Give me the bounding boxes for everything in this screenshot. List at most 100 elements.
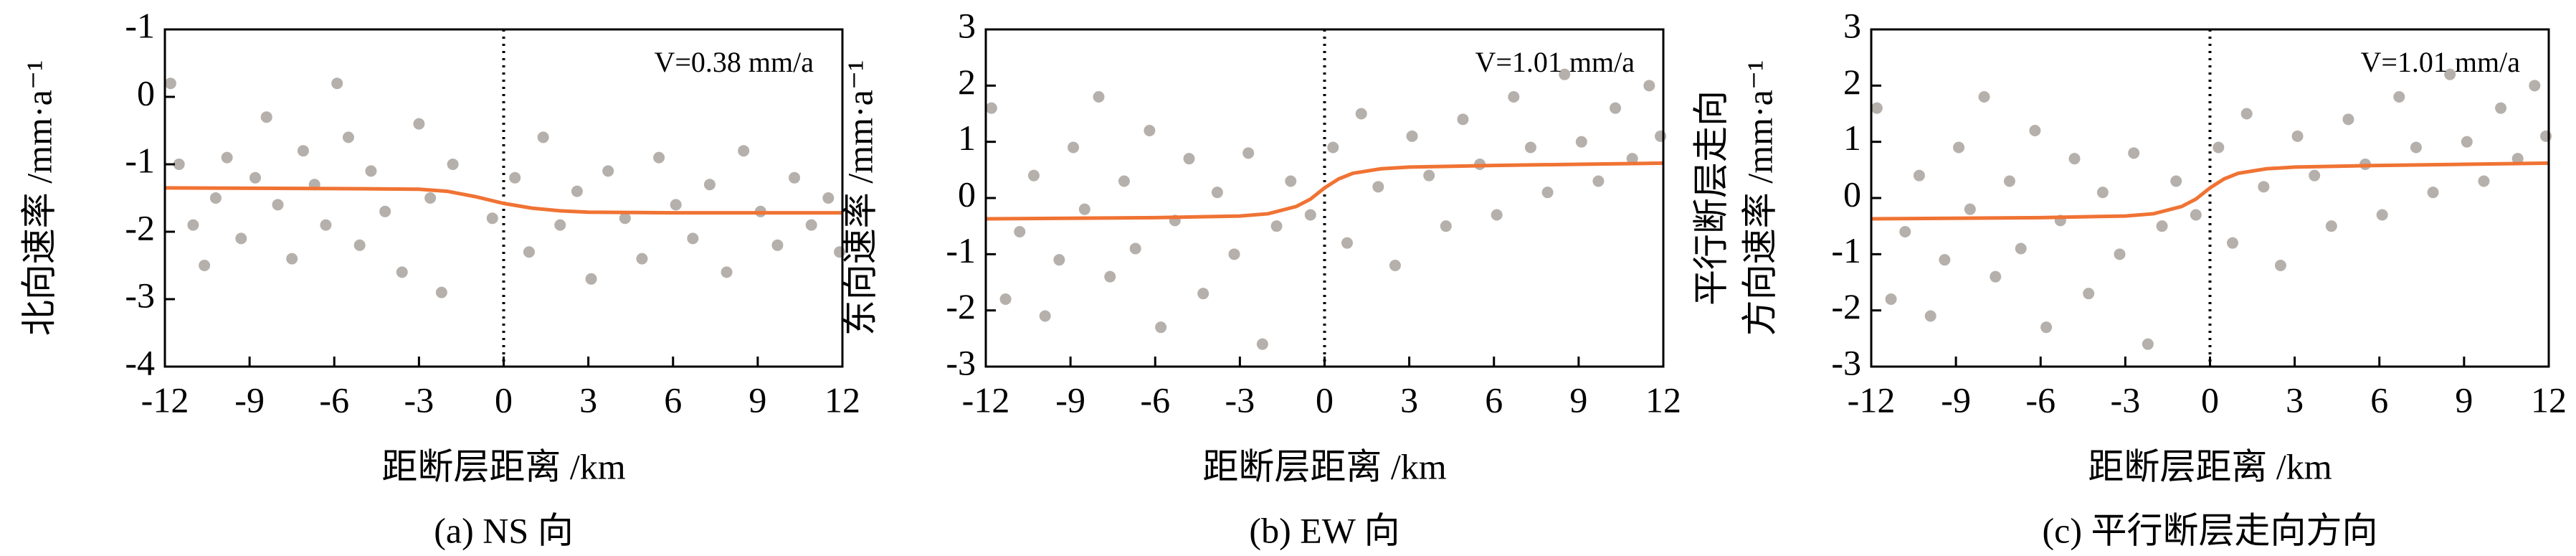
y-tick-label: -1 [125, 5, 155, 45]
y-axis-label: 北向速率 /mm·a⁻¹ [19, 60, 59, 336]
y-tick-label: 3 [1843, 5, 1861, 45]
x-tick-label: 0 [495, 380, 513, 420]
data-point [331, 77, 343, 90]
data-point [2427, 187, 2439, 199]
x-axis-label: 距断层距离 /km [2088, 446, 2332, 486]
x-tick-label: 0 [2201, 380, 2219, 420]
y-tick-label: -2 [946, 286, 976, 326]
data-point [1541, 187, 1554, 199]
data-point [509, 171, 521, 184]
x-tick-label: -9 [1941, 380, 1971, 420]
data-point [1457, 113, 1469, 126]
data-point [2274, 260, 2286, 271]
data-point [1575, 136, 1587, 148]
data-point [1270, 220, 1283, 232]
data-point [173, 159, 185, 170]
data-point [2114, 248, 2126, 260]
x-tick-label: -12 [141, 380, 189, 420]
data-point [2156, 220, 2168, 232]
data-point [2342, 113, 2354, 126]
x-tick-label: 9 [1569, 380, 1587, 420]
data-point [1440, 220, 1452, 232]
y-tick-label: -1 [125, 140, 155, 180]
x-tick-label: 9 [748, 380, 766, 420]
data-point [1913, 169, 1925, 182]
data-point [2309, 169, 2321, 182]
data-point [1155, 321, 1167, 334]
data-point [619, 212, 631, 225]
data-point [164, 77, 176, 90]
data-point [2478, 175, 2490, 187]
annotation: V=1.01 mm/a [2360, 46, 2520, 78]
x-tick-label: -3 [404, 380, 434, 420]
data-point [2444, 68, 2456, 80]
data-point [2015, 242, 2027, 255]
data-point [1118, 175, 1130, 187]
y-tick-label: -1 [946, 230, 976, 270]
data-point [1078, 203, 1090, 215]
data-point [1626, 153, 1638, 165]
data-point [523, 246, 535, 258]
data-point [703, 179, 716, 191]
x-axis-label: 距断层距离 /km [1202, 446, 1446, 486]
data-point [209, 192, 222, 204]
data-point [1372, 181, 1384, 193]
data-point [2029, 125, 2041, 136]
y-tick-label: -1 [1831, 230, 1861, 270]
data-point [738, 145, 750, 157]
data-point [2068, 153, 2081, 165]
data-point [1643, 80, 1655, 92]
data-point [1389, 260, 1401, 271]
data-point [1144, 125, 1156, 136]
y-axis-label: 东向速率 /mm·a⁻¹ [840, 60, 880, 336]
x-tick-label: -3 [2111, 380, 2141, 420]
data-point [1990, 270, 2002, 283]
data-point [537, 131, 549, 143]
data-point [1592, 175, 1605, 187]
data-point [687, 232, 699, 245]
data-point [1964, 203, 1976, 215]
data-point [199, 260, 211, 271]
data-point [585, 273, 597, 285]
data-point [1524, 141, 1536, 154]
y-tick-label: 0 [1843, 174, 1861, 214]
data-point [1039, 310, 1051, 322]
caption: (b) EW 向 [1249, 510, 1399, 550]
data-point [999, 293, 1012, 305]
data-point [2142, 338, 2154, 350]
data-point [272, 199, 284, 211]
data-point [2410, 141, 2422, 154]
data-point [1655, 130, 1667, 142]
data-point [721, 266, 733, 278]
data-point [379, 205, 391, 217]
y-tick-label: 3 [958, 5, 976, 45]
data-point [1355, 108, 1367, 120]
fit-curve [985, 161, 1664, 221]
data-point [1104, 270, 1116, 283]
x-tick-label: 6 [1485, 380, 1503, 420]
data-point [571, 185, 583, 197]
y-tick-label: 1 [958, 118, 976, 158]
data-point [365, 165, 377, 177]
data-point [1491, 209, 1503, 221]
x-tick-label: -9 [1055, 380, 1085, 420]
y-tick-label: -3 [946, 342, 976, 382]
y-tick-label: 0 [958, 174, 976, 214]
data-point [1610, 102, 1622, 114]
data-point [2128, 147, 2140, 159]
x-tick-label: -3 [1225, 380, 1255, 420]
data-point [286, 253, 298, 265]
x-tick-label: 9 [2455, 380, 2473, 420]
data-point [1885, 293, 1897, 305]
data-point [1014, 226, 1026, 237]
y-axis-label: 方向速率 /mm·a⁻¹ [1739, 60, 1779, 336]
data-point [1508, 91, 1520, 103]
data-point [424, 192, 437, 204]
caption: (c) 平行断层走向方向 [2043, 510, 2378, 550]
x-tick-label: 6 [2370, 380, 2388, 420]
data-point [636, 253, 648, 265]
data-point [805, 219, 817, 231]
data-point [2227, 237, 2238, 249]
data-point [1978, 91, 1990, 103]
data-point [2325, 220, 2337, 232]
